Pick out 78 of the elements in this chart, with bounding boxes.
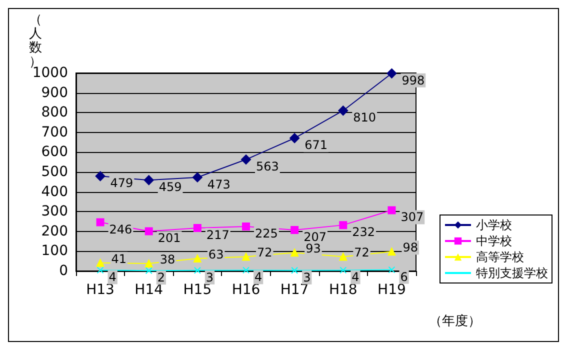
data-label: 225 xyxy=(255,226,278,240)
point xyxy=(386,68,397,78)
point xyxy=(340,266,347,274)
data-label: 72 xyxy=(354,246,370,260)
point xyxy=(388,206,396,214)
data-label: 201 xyxy=(158,231,181,246)
point xyxy=(291,266,298,274)
point xyxy=(95,171,106,182)
legend-label: 小学校 xyxy=(476,218,512,232)
point xyxy=(290,226,299,234)
data-label: 479 xyxy=(110,176,134,190)
data-label: 473 xyxy=(207,177,230,192)
point xyxy=(96,258,104,267)
data-label: 563 xyxy=(256,160,279,174)
point xyxy=(144,175,154,186)
y-tick-label: 800 xyxy=(41,104,68,121)
data-label: 72 xyxy=(257,246,272,260)
legend-label: 中学校 xyxy=(476,234,512,248)
point xyxy=(193,254,202,263)
y-tick-label: 900 xyxy=(41,84,68,101)
data-label: 4 xyxy=(254,270,262,284)
point xyxy=(241,154,251,165)
point xyxy=(388,266,396,274)
y-tick-label: 200 xyxy=(41,223,68,240)
x-tick-label: H16 xyxy=(232,282,260,298)
data-label: 4 xyxy=(352,270,360,284)
point xyxy=(144,259,153,268)
point xyxy=(192,172,202,182)
point xyxy=(388,248,396,256)
data-label: 207 xyxy=(304,230,326,244)
legend-label: 高等学校 xyxy=(476,250,524,264)
y-tick-label: 100 xyxy=(41,243,68,260)
point xyxy=(290,133,300,144)
point xyxy=(339,221,348,230)
point xyxy=(194,266,201,274)
x-tick-label: H19 xyxy=(378,282,406,298)
data-label: 998 xyxy=(402,73,425,88)
data-label: 6 xyxy=(400,270,408,284)
point xyxy=(242,252,250,261)
data-label: 3 xyxy=(303,270,311,284)
point xyxy=(96,218,104,226)
data-label: 810 xyxy=(353,110,376,125)
data-label: 3 xyxy=(206,270,214,284)
data-label: 4 xyxy=(108,270,116,284)
data-label: 38 xyxy=(160,252,176,266)
point xyxy=(242,266,250,274)
y-tick-label: 700 xyxy=(41,124,68,140)
data-label: 41 xyxy=(111,252,127,266)
data-label: 307 xyxy=(400,210,424,224)
data-label: 98 xyxy=(402,240,418,255)
data-label: 671 xyxy=(304,138,328,152)
data-label: 2 xyxy=(157,270,165,285)
point xyxy=(290,248,299,257)
data-label: 93 xyxy=(306,242,321,256)
x-axis-title: （年度） xyxy=(429,313,481,329)
y-tick-label: 500 xyxy=(41,164,68,180)
y-tick-label: 600 xyxy=(41,144,68,160)
legend-label: 特別支援学校 xyxy=(476,266,548,280)
x-tick-label: H18 xyxy=(328,282,358,298)
data-label: 459 xyxy=(158,180,182,194)
point xyxy=(96,266,104,274)
y-tick-label: 300 xyxy=(41,204,68,220)
data-label: 246 xyxy=(109,222,132,236)
x-tick-label: H13 xyxy=(86,282,114,298)
data-label: 217 xyxy=(206,228,230,242)
x-tick-label: H14 xyxy=(134,282,164,298)
point xyxy=(338,106,348,116)
x-tick-label: H15 xyxy=(183,282,212,298)
data-label: 232 xyxy=(352,225,376,240)
point xyxy=(145,267,152,274)
y-tick-label: 400 xyxy=(41,184,68,200)
data-label: 63 xyxy=(208,248,224,262)
point xyxy=(144,227,153,236)
y-tick-label: 0 xyxy=(59,263,68,279)
point xyxy=(242,222,250,230)
x-tick-label: H17 xyxy=(280,282,309,298)
point xyxy=(339,252,348,261)
point xyxy=(193,224,202,232)
